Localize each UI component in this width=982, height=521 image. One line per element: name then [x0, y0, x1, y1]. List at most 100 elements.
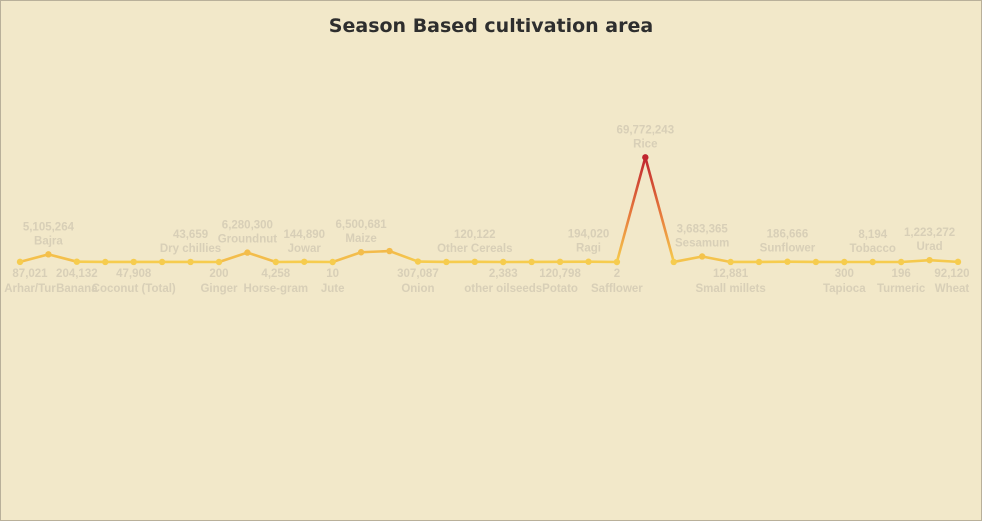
series-segment	[331, 250, 363, 264]
data-value-label: 69,772,243	[617, 124, 675, 136]
data-value-label: 12,881	[713, 268, 749, 280]
series-segment	[47, 253, 79, 263]
category-label: Ragi	[576, 243, 601, 255]
data-point[interactable]	[102, 258, 109, 266]
category-label: Horse-gram	[244, 283, 309, 295]
data-value-label: 2,383	[489, 268, 518, 280]
series-segment	[217, 251, 249, 264]
data-point[interactable]	[443, 258, 450, 266]
data-point[interactable]	[471, 258, 478, 266]
chart-title: Season Based cultivation area	[328, 15, 654, 37]
data-value-label: 4,258	[261, 268, 290, 280]
series-segment	[18, 253, 50, 264]
series-segment	[246, 251, 278, 264]
data-value-label: 200	[209, 268, 228, 280]
category-label: Arhar/Tur	[4, 283, 56, 295]
data-value-label: 2	[614, 268, 620, 280]
series-segment	[615, 156, 647, 264]
category-label: Safflower	[591, 283, 643, 295]
data-value-label: 6,500,681	[336, 219, 388, 231]
category-label: Turmeric	[877, 283, 926, 295]
data-point[interactable]	[16, 258, 24, 266]
series-segment	[899, 258, 931, 264]
category-label: Sesamum	[675, 237, 729, 249]
data-point[interactable]	[727, 258, 734, 266]
category-label: Onion	[401, 283, 434, 295]
data-value-label: 120,122	[454, 229, 496, 241]
category-label: Wheat	[935, 283, 970, 295]
data-value-label: 43,659	[173, 229, 208, 241]
series-segment	[388, 249, 420, 263]
category-label: Banana	[56, 283, 98, 295]
category-label: Dry chillies	[160, 243, 221, 255]
data-point[interactable]	[556, 258, 564, 266]
data-point[interactable]	[841, 258, 848, 266]
data-value-label: 144,890	[283, 229, 325, 241]
data-value-label: 300	[835, 268, 854, 280]
category-label: Tapioca	[823, 283, 866, 295]
data-value-label: 10	[326, 268, 339, 280]
category-label: Rice	[633, 138, 657, 150]
series-segment	[700, 255, 732, 264]
category-label: Jute	[321, 283, 345, 295]
category-label: Groundnut	[218, 234, 278, 246]
category-label: other oilseeds	[464, 283, 542, 295]
data-point[interactable]	[954, 258, 962, 266]
data-point[interactable]	[329, 258, 336, 266]
category-label: Urad	[916, 241, 942, 253]
category-label: Other Cereals	[437, 243, 512, 255]
data-point[interactable]	[414, 258, 422, 265]
series-segment	[928, 258, 960, 264]
data-point[interactable]	[386, 247, 393, 255]
data-value-label: 5,105,264	[23, 221, 75, 233]
data-point[interactable]	[812, 258, 820, 266]
data-point[interactable]	[500, 258, 507, 266]
data-point[interactable]	[784, 258, 791, 265]
data-value-label: 8,194	[858, 229, 887, 241]
data-point[interactable]	[642, 154, 649, 161]
category-label: Jowar	[288, 243, 322, 255]
category-label: Bajra	[34, 235, 63, 247]
series-segment	[672, 255, 704, 264]
data-point[interactable]	[869, 258, 876, 266]
data-point[interactable]	[670, 258, 677, 266]
data-point[interactable]	[698, 253, 706, 260]
series-segment	[644, 156, 676, 264]
data-point[interactable]	[585, 258, 592, 265]
data-point[interactable]	[301, 258, 308, 265]
data-point[interactable]	[158, 258, 166, 266]
data-point[interactable]	[45, 251, 52, 258]
data-value-label: 92,120	[934, 268, 969, 280]
data-value-label: 47,908	[116, 268, 152, 280]
data-value-label: 204,132	[56, 268, 98, 280]
data-point[interactable]	[244, 249, 251, 256]
data-point[interactable]	[613, 258, 621, 266]
data-value-label: 186,666	[767, 229, 809, 241]
data-point[interactable]	[215, 258, 223, 266]
data-point[interactable]	[187, 258, 194, 266]
data-point[interactable]	[357, 249, 365, 256]
data-value-label: 194,020	[568, 229, 610, 241]
category-label: Potato	[542, 283, 578, 295]
category-label: Tobacco	[850, 243, 896, 255]
data-value-label: 196	[892, 268, 911, 280]
data-value-label: 6,280,300	[222, 220, 273, 232]
data-point[interactable]	[897, 258, 905, 266]
data-value-label: 307,087	[397, 268, 439, 280]
category-label: Ginger	[200, 283, 238, 295]
category-label: Small millets	[695, 283, 765, 295]
data-point[interactable]	[130, 258, 137, 266]
data-point[interactable]	[73, 258, 81, 265]
series-segment	[359, 249, 391, 254]
data-point[interactable]	[528, 258, 535, 266]
category-label: Maize	[345, 233, 376, 245]
data-point[interactable]	[926, 256, 933, 264]
data-value-label: 87,021	[12, 268, 48, 280]
data-value-label: 3,683,365	[677, 223, 729, 235]
data-point[interactable]	[272, 258, 280, 266]
data-value-label: 1,223,272	[904, 227, 955, 239]
data-point[interactable]	[755, 258, 763, 266]
category-label: Sunflower	[760, 243, 816, 255]
category-label: Coconut (Total)	[92, 283, 176, 295]
